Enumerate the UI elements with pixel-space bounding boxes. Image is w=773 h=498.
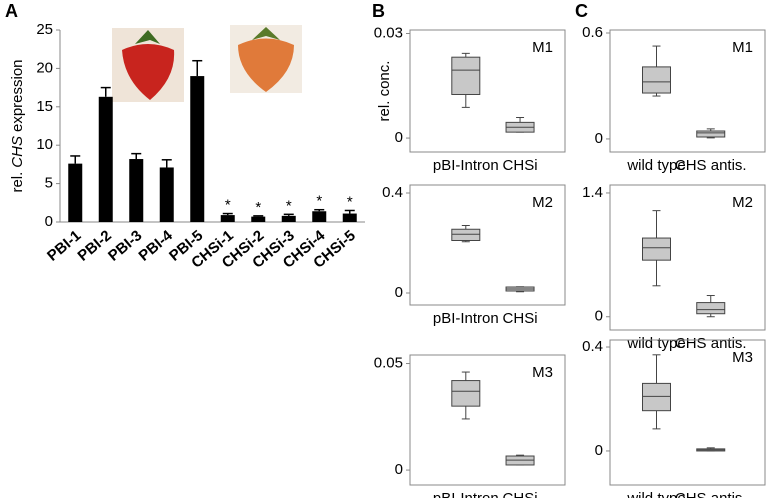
panel-letter: A [5, 1, 18, 21]
y-tick-label: 25 [36, 21, 53, 38]
panel-letter: B [372, 1, 385, 21]
plot-frame [609, 184, 766, 331]
y-axis-label-part: CHS [9, 136, 26, 168]
x-tick-label: PBI-4 [136, 227, 177, 265]
box [451, 380, 481, 407]
y-tick-label: 0.03 [374, 24, 403, 41]
x-tick-label: CHS antis. [675, 490, 747, 498]
x-tick-label: CHS antis. [675, 157, 747, 174]
y-axis-label-part: expression [9, 59, 26, 132]
bar [190, 76, 205, 222]
x-tick-label: wild type [626, 335, 685, 352]
panel-sublabel: M1 [732, 39, 753, 56]
bar [68, 163, 83, 222]
plot-frame [609, 29, 766, 153]
y-tick-label: 0.4 [582, 338, 603, 355]
panel-sublabel: M1 [532, 39, 553, 56]
y-tick-label: 0.4 [382, 184, 403, 201]
plot-frame [409, 29, 566, 153]
y-tick-label: 15 [36, 98, 53, 115]
box [642, 66, 671, 94]
y-tick-label: 0 [595, 130, 603, 147]
significance-mark: * [225, 197, 231, 214]
bar [342, 213, 357, 222]
plot-frame [409, 354, 566, 486]
y-tick-label: 0 [595, 442, 603, 459]
x-tick-label: PBI-1 [44, 227, 84, 265]
photo-red-strawberry [112, 28, 184, 102]
plot-frame [409, 184, 566, 306]
panel-sublabel: M2 [532, 194, 553, 211]
panel-sublabel: M2 [732, 194, 753, 211]
y-tick-label: 0 [395, 129, 403, 146]
panel-letter: C [575, 1, 588, 21]
y-tick-label: 0 [595, 308, 603, 325]
y-axis-label: rel. CHS expression [9, 59, 26, 192]
bar [220, 215, 235, 222]
significance-mark: * [347, 193, 353, 210]
box [642, 382, 671, 412]
x-tick-label: wild type [626, 490, 685, 498]
y-tick-label: 1.4 [582, 184, 603, 201]
bar [251, 216, 266, 222]
x-tick-label: PBI-2 [75, 227, 115, 265]
panel-sublabel: M3 [532, 364, 553, 381]
x-tick-label: pBI-Intron [433, 157, 499, 174]
box [451, 56, 481, 95]
box [642, 237, 671, 261]
bar [312, 211, 327, 222]
bar [159, 167, 174, 222]
y-axis-label-part: rel. [9, 172, 26, 193]
y-tick-label: 0 [45, 213, 53, 230]
y-tick-label: 0.6 [582, 24, 603, 41]
x-tick-label: wild type [626, 157, 685, 174]
x-tick-label: pBI-Intron [433, 490, 499, 498]
y-tick-label: 0.05 [374, 354, 403, 371]
y-axis-label: rel. conc. [376, 61, 393, 122]
bar [98, 96, 113, 222]
box [696, 130, 726, 138]
y-tick-label: 5 [45, 175, 53, 192]
bar [281, 215, 296, 222]
bar [129, 159, 144, 222]
x-tick-label: CHS antis. [675, 335, 747, 352]
x-tick-label: PBI-3 [105, 227, 145, 265]
y-tick-label: 10 [36, 136, 53, 153]
x-tick-label: CHSi [503, 490, 538, 498]
y-tick-label: 0 [395, 284, 403, 301]
box [451, 228, 481, 241]
plot-frame [609, 339, 766, 486]
y-tick-label: 20 [36, 59, 53, 76]
x-tick-label: CHSi [503, 310, 538, 327]
box [696, 302, 726, 315]
significance-mark: * [286, 197, 292, 214]
photo-pale-strawberry [230, 25, 302, 93]
x-tick-label: CHSi [503, 157, 538, 174]
significance-mark: * [255, 199, 261, 216]
significance-mark: * [316, 193, 322, 210]
y-tick-label: 0 [395, 461, 403, 478]
panel-sublabel: M3 [732, 349, 753, 366]
x-tick-label: pBI-Intron [433, 310, 499, 327]
